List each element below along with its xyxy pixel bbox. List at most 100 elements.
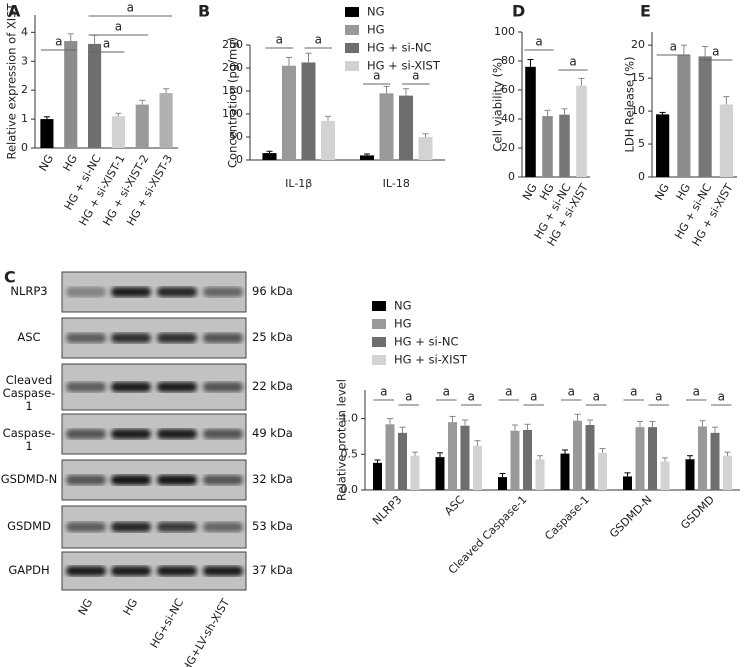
legend-swatch: [345, 7, 359, 17]
significance-label: a: [405, 390, 412, 404]
bar: [379, 93, 394, 160]
lane-label: HG+LV-sh-XIST: [180, 596, 233, 667]
legend-swatch: [372, 355, 386, 365]
bar: [410, 455, 420, 490]
blot-band: [111, 287, 151, 297]
y-tick-label: 0: [508, 170, 515, 183]
x-tick-label: IL-1β: [285, 177, 312, 190]
bar: [159, 93, 173, 148]
x-tick-label: GSDMD: [678, 493, 717, 532]
panel-label: E: [640, 2, 651, 21]
significance-label: a: [718, 390, 725, 404]
y-tick-label: 4: [21, 25, 28, 38]
bar: [710, 432, 720, 490]
significance-label: a: [693, 385, 700, 399]
lane-label: HG+si-NC: [148, 596, 187, 650]
blot-band: [157, 566, 197, 576]
protein-size: 22 kDa: [252, 379, 293, 393]
protein-label: GAPDH: [8, 563, 50, 577]
blot-band: [157, 287, 197, 297]
blot-band: [66, 333, 106, 343]
y-axis-label: Relative protein level: [335, 379, 349, 501]
bar: [435, 457, 445, 490]
bar: [660, 461, 670, 490]
significance-label: a: [535, 35, 542, 49]
panel-label: D: [512, 2, 525, 21]
significance-label: a: [115, 20, 122, 34]
significance-label: a: [505, 385, 512, 399]
legend-swatch: [372, 319, 386, 329]
legend-label: NG: [394, 299, 412, 313]
significance-label: a: [443, 385, 450, 399]
x-tick-label: ASC: [442, 493, 467, 518]
significance-label: a: [630, 385, 637, 399]
protein-label: GSDMD-N: [0, 472, 58, 486]
significance-label: a: [568, 385, 575, 399]
y-tick-label: 80: [501, 54, 515, 67]
blot-band: [157, 333, 197, 343]
protein-size: 37 kDa: [252, 563, 293, 577]
bar: [623, 476, 632, 490]
protein-size: 53 kDa: [252, 519, 293, 533]
bar: [510, 430, 520, 490]
panel-label: B: [198, 2, 210, 21]
bar: [281, 65, 297, 160]
blot-band: [111, 522, 151, 532]
protein-size: 49 kDa: [252, 426, 293, 440]
blot-band: [157, 382, 197, 392]
significance-label: a: [127, 1, 134, 15]
blot-band: [203, 429, 243, 439]
blot-band: [203, 287, 243, 297]
blot-band: [66, 287, 106, 297]
significance-label: a: [412, 69, 419, 83]
lane-label: NG: [76, 597, 96, 618]
blot-band: [157, 522, 197, 532]
y-tick-label: 3: [21, 54, 28, 67]
blot-band: [66, 566, 106, 576]
bar: [385, 424, 395, 490]
bar: [560, 453, 570, 490]
y-tick-label: 1: [21, 112, 28, 125]
blot-band: [111, 429, 151, 439]
significance-label: a: [55, 35, 62, 49]
significance-label: a: [530, 390, 537, 404]
significance-label: a: [276, 33, 283, 47]
x-tick-label: GSDMD-N: [607, 493, 654, 540]
significance-label: a: [670, 40, 677, 54]
protein-size: 96 kDa: [252, 284, 293, 298]
y-axis-label: Cell viability (%): [491, 58, 505, 152]
legend-label: HG + si-NC: [367, 41, 431, 55]
legend-swatch: [345, 43, 359, 53]
bar: [535, 459, 545, 490]
bar: [373, 462, 382, 490]
significance-label: a: [380, 385, 387, 399]
blot-band: [111, 333, 151, 343]
blot-band: [203, 522, 243, 532]
significance-label: a: [468, 390, 475, 404]
bar: [320, 120, 336, 160]
bar: [656, 114, 670, 177]
y-tick-label: 15: [631, 71, 645, 84]
legend-label: HG: [367, 23, 385, 37]
blot-band: [157, 429, 197, 439]
bar: [698, 56, 712, 177]
blot-band: [66, 429, 106, 439]
protein-label: GSDMD: [7, 519, 51, 533]
blot-band: [203, 475, 243, 485]
bar: [359, 155, 375, 160]
x-tick-label: Caspase-1: [542, 493, 592, 543]
significance-label: a: [315, 33, 322, 47]
y-axis-label: Relative expression of XIST: [5, 3, 19, 160]
y-tick-label: 40: [501, 112, 515, 125]
y-axis-label: LDH Release (%): [623, 56, 637, 152]
bar: [719, 104, 733, 177]
y-tick-label: 0: [638, 170, 645, 183]
blot-band: [66, 382, 106, 392]
blot-band: [66, 522, 106, 532]
bar: [573, 420, 582, 490]
legend-swatch: [372, 337, 386, 347]
bar: [262, 153, 277, 160]
blot-band: [111, 382, 151, 392]
protein-label: ASC: [17, 330, 41, 344]
